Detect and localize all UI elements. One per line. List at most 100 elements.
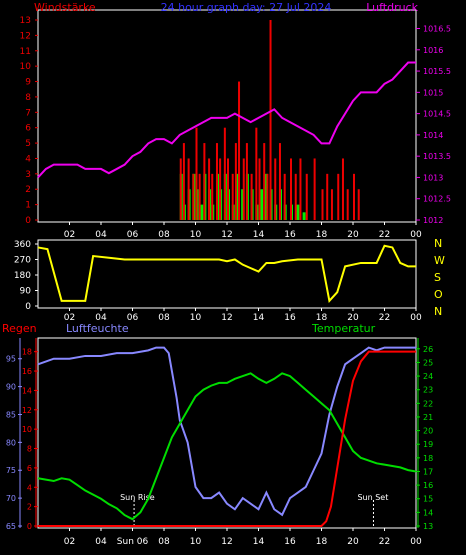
- wind-tick-label: 9: [25, 78, 31, 88]
- regen-tick-label: 4: [27, 483, 32, 492]
- hour-tick-label: 22: [379, 313, 390, 323]
- temp-tick-label: 13: [423, 522, 433, 531]
- pressure-tick-label: 1014.5: [423, 110, 451, 119]
- wind-avg-bar: [302, 212, 306, 220]
- wind-gust-bar: [341, 158, 344, 220]
- hour-tick-label: 22: [379, 230, 390, 240]
- direction-tick-label: 0: [25, 302, 31, 312]
- wind-gust-bar: [346, 189, 349, 220]
- hour-tick-label: 16: [284, 230, 296, 240]
- humidity-tick-label: 70: [6, 494, 16, 503]
- wind-gust-bar: [208, 158, 211, 220]
- wind-gust-bar: [255, 127, 258, 220]
- temp-tick-label: 21: [423, 413, 433, 422]
- temp-tick-label: 24: [423, 372, 433, 381]
- humidity-tick-label: 65: [6, 522, 16, 531]
- wind-gust-bar: [182, 143, 185, 220]
- regen-tick-label: 14: [22, 386, 32, 395]
- pressure-tick-label: 1015: [423, 88, 443, 97]
- wind-gust-bar: [238, 81, 241, 221]
- hour-tick-label: 02: [64, 313, 75, 323]
- humidity-tick-label: 75: [6, 466, 16, 475]
- hour-tick-label: 08: [158, 313, 170, 323]
- temperature-axis-label: Temperatur: [311, 322, 376, 335]
- wind-gust-bar: [321, 189, 324, 220]
- wind-gust-bar: [219, 158, 222, 220]
- temp-tick-label: 16: [423, 481, 433, 490]
- direction-axis-ticks: 0 90 180 270 360: [14, 240, 38, 312]
- wind-gust-bar: [234, 143, 237, 220]
- regen-tick-label: 12: [22, 406, 32, 415]
- wind-gust-bar: [223, 127, 226, 220]
- wind-gust-bar: [245, 143, 248, 220]
- compass-label: S: [434, 271, 441, 284]
- wind-tick-label: 4: [25, 154, 31, 164]
- regen-tick-label: 8: [27, 445, 32, 454]
- wind-gust-bar: [227, 158, 229, 220]
- regen-tick-label: 6: [27, 464, 32, 473]
- wind-avg-bars: [179, 173, 306, 220]
- humidity-line: [37, 346, 416, 517]
- humidity-tick-label: 90: [6, 383, 16, 392]
- wind-pressure-panel: Windstärke 24 hour graph day: 27 Jul 202…: [20, 1, 451, 240]
- hour-tick-label: 04: [95, 313, 107, 323]
- sun-set-label: Sun Set: [357, 493, 388, 502]
- hour-tick-label: 06: [127, 230, 139, 240]
- wind-gust-bar: [326, 173, 329, 220]
- direction-tick-label: 270: [14, 256, 31, 266]
- humidity-axis-ticks: 65 70 75 80 85 90 95: [6, 355, 22, 531]
- direction-tick-label: 360: [14, 240, 31, 250]
- wind-gust-bar: [242, 158, 245, 220]
- hour-tick-label: Sun 06: [117, 537, 149, 547]
- chart-title: 24 hour graph day: 27 Jul 2024: [161, 1, 332, 14]
- pressure-tick-label: 1014: [423, 131, 443, 140]
- compass-label: O: [434, 288, 443, 301]
- temperature-line: [37, 372, 417, 521]
- wind-axis-label: Windstärke: [34, 1, 96, 14]
- wind-tick-label: 12: [20, 31, 31, 41]
- wind-tick-label: 1: [25, 201, 31, 211]
- wind-gust-bar: [353, 173, 355, 220]
- pressure-tick-label: 1012: [423, 216, 443, 225]
- wind-tick-label: 13: [20, 16, 31, 26]
- wind-tick-label: 0: [25, 216, 31, 226]
- sun-markers: Sun Rise Sun Set: [120, 493, 388, 528]
- hour-tick-label: 20: [347, 230, 359, 240]
- pressure-axis-ticks: 1012 1012.5 1013 1013.5 1014 1014.5 1015 1015.5…: [416, 25, 451, 225]
- hour-tick-label: 02: [64, 230, 75, 240]
- wind-gust-bar: [294, 173, 297, 220]
- pressure-tick-label: 1013.5: [423, 152, 451, 161]
- humidity-axis-label: Luftfeuchte: [66, 322, 129, 335]
- wind-gust-bar: [278, 143, 281, 220]
- pressure-tick-label: 1012.5: [423, 195, 451, 204]
- hour-tick-label: 20: [347, 537, 359, 547]
- hour-tick-label: 04: [95, 537, 107, 547]
- wind-tick-label: 5: [25, 139, 31, 149]
- hour-tick-label: 16: [284, 313, 296, 323]
- direction-tick-label: 180: [14, 271, 31, 281]
- hour-tick-label: 12: [221, 537, 232, 547]
- temperature-axis-ticks: 13 14 15 16 17 18 19 20 21 22 23 24 25 26: [416, 345, 433, 531]
- wind-gust-bars: [179, 20, 360, 221]
- wind-gust-bar: [198, 173, 201, 220]
- wind-tick-label: 2: [25, 185, 31, 195]
- wind-tick-label: 10: [20, 62, 32, 72]
- pressure-tick-label: 1016: [423, 46, 443, 55]
- hour-tick-label: 02: [64, 537, 75, 547]
- temp-tick-label: 22: [423, 399, 433, 408]
- temp-tick-label: 17: [423, 467, 433, 476]
- pressure-tick-label: 1015.5: [423, 67, 451, 76]
- wind-gust-bar: [330, 189, 333, 220]
- wind-tick-label: 6: [25, 124, 31, 134]
- hour-tick-label: 08: [158, 230, 170, 240]
- hour-tick-label: 12: [221, 230, 232, 240]
- temp-tick-label: 25: [423, 358, 433, 367]
- regen-tick-label: 16: [22, 367, 32, 376]
- temp-tick-label: 18: [423, 454, 433, 463]
- hour-tick-label: 18: [316, 313, 328, 323]
- pressure-tick-label: 1016.5: [423, 25, 451, 34]
- wind-gust-bar: [179, 158, 182, 220]
- wind-direction-plot-frame: [37, 239, 417, 309]
